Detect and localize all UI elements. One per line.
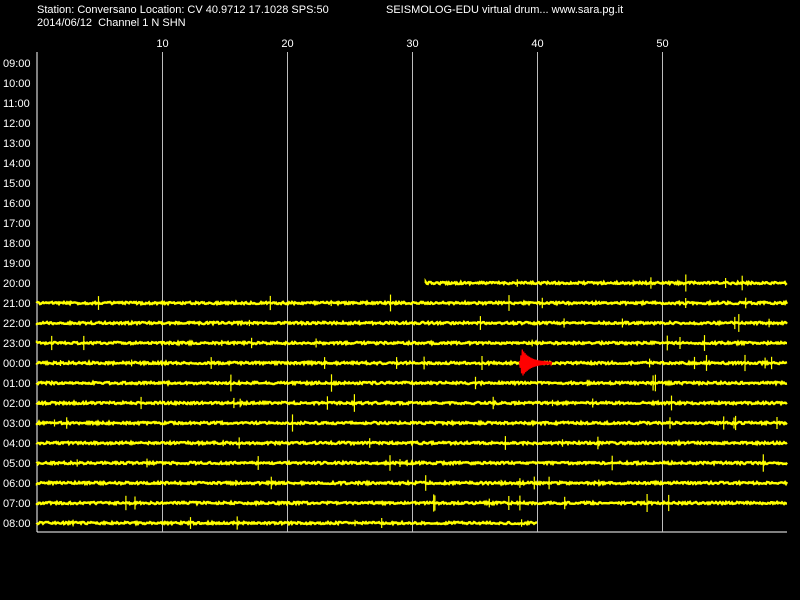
trace-0500 [35,459,788,467]
trace-2300 [35,339,788,347]
hour-label: 09:00 [3,58,31,70]
hour-label: 22:00 [3,318,31,330]
trace-0200 [35,399,788,407]
hour-label: 01:00 [3,378,31,390]
hour-label: 19:00 [3,258,31,270]
x-tick-label: 10 [156,38,168,50]
hour-label: 06:00 [3,478,31,490]
hour-label: 18:00 [3,238,31,250]
hour-label: 08:00 [3,518,31,530]
trace-0600 [35,479,789,487]
hour-label: 03:00 [3,418,31,430]
date-channel-info: 2014/06/12 Channel 1 N SHN [37,17,186,29]
trace-0000 [35,359,788,367]
hour-label: 20:00 [3,278,31,290]
hour-label: 14:00 [3,158,31,170]
x-tick-label: 50 [656,38,668,50]
hour-label: 02:00 [3,398,31,410]
hour-label: 16:00 [3,198,31,210]
hour-label: 10:00 [3,78,31,90]
station-info: Station: Conversano Location: CV 40.9712… [37,4,329,16]
hour-label: 13:00 [3,138,31,150]
hour-label: 11:00 [3,98,30,110]
trace-2200 [35,319,788,327]
hour-label: 05:00 [3,458,31,470]
trace-0700 [35,499,788,507]
hour-label: 21:00 [3,298,31,310]
hour-label: 00:00 [3,358,31,370]
x-tick-label: 30 [406,38,418,50]
hour-label: 12:00 [3,118,31,130]
hour-label: 07:00 [3,498,31,510]
trace-0300 [35,419,788,427]
hour-label: 17:00 [3,218,31,230]
hour-label: 15:00 [3,178,31,190]
hour-label: 04:00 [3,438,31,450]
trace-0800 [35,519,538,527]
trace-2100 [35,299,789,307]
app-title: SEISMOLOG-EDU virtual drum... www.sara.p… [386,4,624,16]
trace-2000 [424,277,788,287]
x-tick-label: 20 [281,38,293,50]
x-tick-label: 40 [531,38,543,50]
trace-0100 [35,379,788,387]
trace-0400 [35,439,788,447]
hour-label: 23:00 [3,338,31,350]
